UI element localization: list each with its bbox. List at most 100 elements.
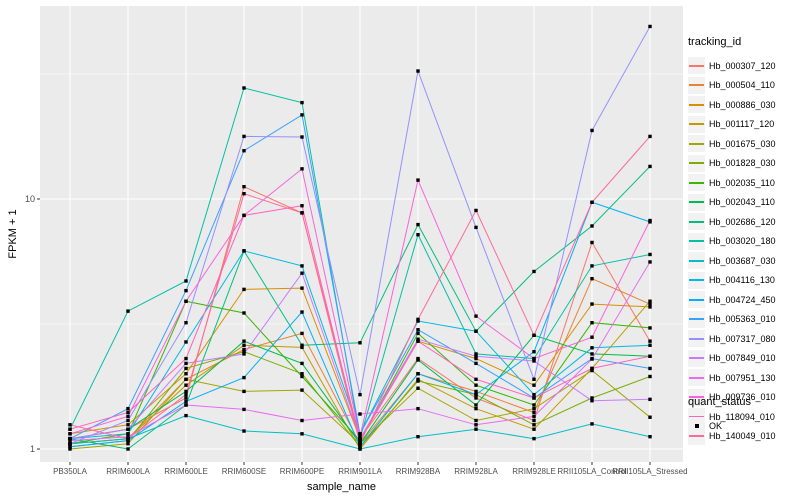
data-point	[474, 314, 478, 318]
data-point	[590, 368, 594, 373]
data-point	[590, 321, 594, 325]
x-tick-label: RRIM901LA	[338, 467, 382, 476]
legend-item-label: Hb_001828_030	[709, 158, 776, 169]
x-tick-label: RRIM600LE	[164, 467, 208, 476]
data-point	[300, 388, 304, 392]
data-point	[590, 200, 594, 205]
legend-key-swatch	[688, 154, 705, 172]
data-point	[242, 86, 246, 90]
x-axis-title: sample_name	[306, 481, 377, 493]
data-point	[474, 352, 478, 356]
legend-item-label: Hb_002686_120	[709, 216, 776, 227]
legend-item-label: Hb_140049_010	[709, 431, 776, 442]
legend-item-label: Hb_002043_110	[709, 197, 775, 208]
legend-item-label: Hb_118094_010	[709, 411, 775, 422]
data-point	[184, 361, 188, 366]
legend-item-label: Hb_002035_110	[709, 177, 775, 188]
data-point	[474, 403, 478, 407]
legend-item-label: Hb_005363_010	[709, 314, 776, 325]
legend-item-Hb_009736_010: Hb_009736_010	[688, 388, 800, 408]
data-point	[300, 418, 304, 423]
data-point	[474, 377, 478, 382]
legend-quant-status: quant_status OK	[688, 396, 800, 436]
data-point	[184, 299, 188, 303]
data-point	[532, 356, 536, 361]
data-point	[358, 445, 362, 449]
legend-key-swatch	[688, 76, 705, 94]
data-point	[474, 361, 478, 366]
data-point	[474, 427, 478, 431]
data-point	[590, 240, 594, 245]
data-point	[300, 372, 304, 376]
data-point	[126, 434, 130, 439]
legend-key-swatch	[688, 291, 705, 309]
data-point	[474, 225, 478, 230]
data-point	[242, 343, 246, 347]
data-point	[474, 356, 478, 361]
data-point	[242, 352, 246, 356]
data-point	[532, 414, 536, 419]
data-point	[532, 418, 536, 423]
legend-key-swatch	[688, 310, 705, 328]
legend-key-swatch	[688, 135, 705, 153]
data-point	[648, 305, 652, 309]
data-point	[416, 337, 420, 341]
data-point	[416, 406, 420, 411]
data-point	[648, 218, 652, 223]
legend-key-swatch	[688, 174, 705, 192]
data-point	[300, 432, 304, 436]
data-point	[358, 341, 362, 345]
data-point	[532, 410, 536, 415]
legend-key-swatch	[688, 369, 705, 387]
data-point	[532, 350, 536, 354]
legend-item-label: Hb_000504_110	[709, 80, 775, 91]
data-point	[416, 317, 420, 322]
data-point	[184, 356, 188, 361]
data-point	[474, 392, 478, 397]
data-point	[184, 399, 188, 404]
legend-key-swatch	[688, 330, 705, 348]
data-point	[300, 345, 304, 350]
data-point	[590, 396, 594, 400]
legend-item-Hb_001828_030: Hb_001828_030	[688, 154, 800, 174]
data-point	[68, 447, 72, 451]
data-point	[648, 343, 652, 347]
legend-item-quant-ok: OK	[688, 416, 800, 436]
data-point	[648, 339, 652, 343]
y-axis-title: FPKM + 1	[7, 209, 19, 259]
data-point	[590, 352, 594, 356]
data-point	[184, 392, 188, 397]
legend-item-label: Hb_007951_130	[709, 372, 776, 383]
data-point	[358, 434, 362, 439]
data-point	[300, 211, 304, 215]
data-point	[126, 410, 130, 415]
legend-item-Hb_000504_110: Hb_000504_110	[688, 76, 800, 96]
data-point	[242, 389, 246, 394]
data-point	[242, 375, 246, 380]
data-point	[416, 331, 420, 336]
data-point	[358, 392, 362, 397]
legend-key-swatch	[688, 349, 705, 367]
data-point	[68, 427, 72, 431]
legend-key-swatch	[688, 96, 705, 114]
legend-title: tracking_id	[688, 36, 742, 48]
data-point	[590, 357, 594, 361]
legend-item-label: Hb_000307_120	[709, 60, 776, 71]
legend-item-Hb_005363_010: Hb_005363_010	[688, 310, 800, 330]
data-point	[474, 396, 478, 400]
legend-item-Hb_004116_130: Hb_004116_130	[688, 271, 800, 291]
data-point	[416, 222, 420, 227]
data-point	[300, 204, 304, 208]
data-point	[532, 392, 536, 397]
data-point	[184, 403, 188, 407]
x-tick-label: RRIM928LE	[512, 467, 556, 476]
legend-item-label: Hb_009736_010	[709, 392, 776, 403]
data-point	[648, 24, 652, 29]
legend2-items: OK	[688, 416, 800, 436]
data-point	[300, 343, 304, 347]
data-point	[242, 213, 246, 218]
legend-item-label: Hb_000886_030	[709, 99, 776, 110]
data-point	[532, 269, 536, 274]
data-point	[358, 436, 362, 441]
